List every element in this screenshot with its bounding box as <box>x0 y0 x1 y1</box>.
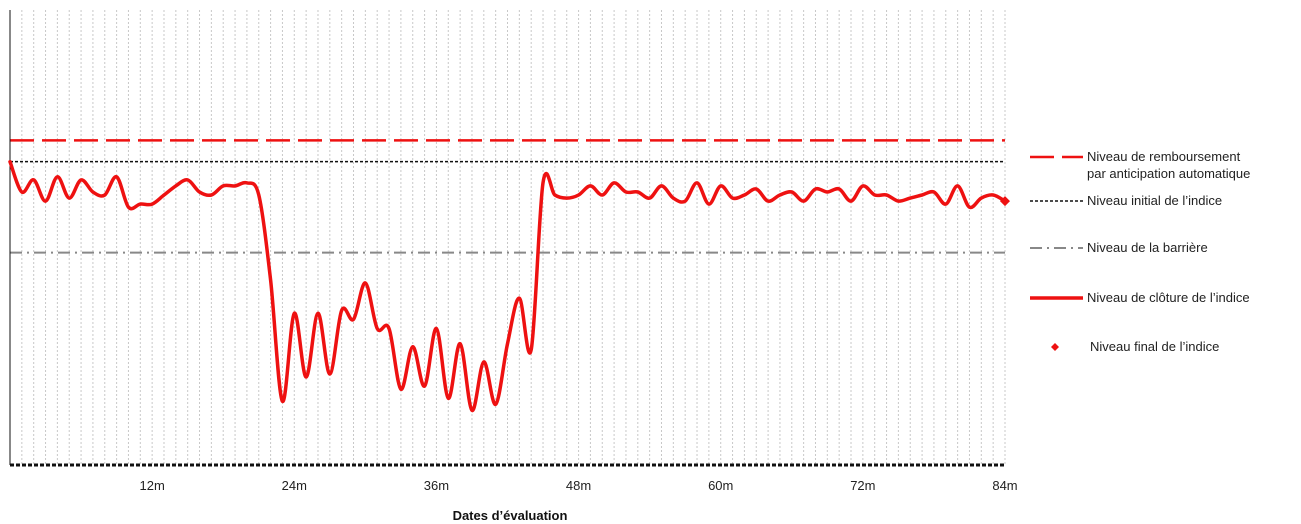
legend-label: Niveau final de l’indice <box>1090 339 1219 354</box>
x-tick-label: 48m <box>566 478 591 493</box>
legend-item-close: Niveau de clôture de l’indice <box>1030 290 1250 305</box>
legend-item-barrier: Niveau de la barrière <box>1030 240 1208 255</box>
vertical-gridlines <box>21 10 1006 465</box>
x-tick-label: 72m <box>850 478 875 493</box>
legend-item-autocall: Niveau de remboursement par anticipation … <box>1030 149 1250 181</box>
x-tick-label: 84m <box>992 478 1017 493</box>
legend-label: Niveau initial de l’indice <box>1087 193 1222 208</box>
final-point-marker <box>1000 196 1010 207</box>
x-tick-labels: 12m 24m 36m 48m 60m 72m 84m <box>139 478 1017 493</box>
legend-item-final: Niveau final de l’indice <box>1051 339 1219 354</box>
x-tick-label: 60m <box>708 478 733 493</box>
series-line-closing-level <box>8 159 1007 413</box>
legend-swatch <box>1051 343 1059 351</box>
x-axis-label: Dates d’évaluation <box>453 508 568 523</box>
x-tick-label: 24m <box>282 478 307 493</box>
legend-label: Niveau de la barrière <box>1087 240 1208 255</box>
legend-label: Niveau de remboursement <box>1087 149 1241 164</box>
reference-lines <box>10 139 1005 254</box>
x-tick-label: 12m <box>139 478 164 493</box>
legend: Niveau de remboursement par anticipation … <box>1030 149 1250 354</box>
legend-item-initial: Niveau initial de l’indice <box>1030 193 1222 208</box>
axes <box>9 10 1005 467</box>
series-layer <box>8 159 1010 413</box>
x-tick-label: 36m <box>424 478 449 493</box>
legend-label-line2: par anticipation automatique <box>1087 166 1250 181</box>
legend-label: Niveau de clôture de l’indice <box>1087 290 1250 305</box>
